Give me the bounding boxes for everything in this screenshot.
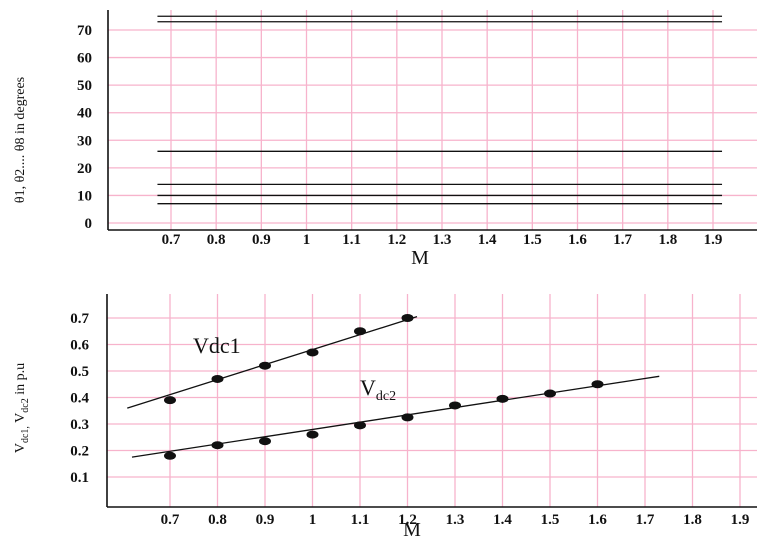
bottom-grid: [107, 294, 757, 507]
x-tick-label: 1.8: [683, 512, 702, 528]
vdc1-annotation: Vdc1: [193, 333, 241, 358]
top-y-axis-label: θ1, θ2.... θ8 in degrees: [13, 77, 28, 203]
x-tick-label: 1.1: [342, 232, 361, 248]
x-tick-label: 0.8: [207, 232, 226, 248]
x-tick-label: 1.1: [351, 512, 370, 528]
x-tick-label: 0.9: [256, 512, 275, 528]
x-tick-label: 1.6: [568, 232, 587, 248]
y-label-unit: in p.u: [13, 363, 28, 398]
x-tick-label: 1.5: [523, 232, 542, 248]
bottom-data-points: [164, 314, 604, 460]
top-axes: [107, 10, 757, 231]
y-tick-label: 20: [77, 161, 92, 177]
bottom-x-axis-label: M: [403, 519, 421, 539]
y-tick-label: 10: [77, 188, 92, 204]
top-y-ticks: 0 10 20 30 40 50 60 70: [77, 23, 92, 232]
x-tick-label: 1: [303, 232, 311, 248]
vdc2-point: [591, 380, 604, 389]
x-tick-label: 1.2: [398, 512, 417, 528]
vdc2-annotation: Vdc2: [360, 375, 396, 404]
vdc1-point: [164, 396, 176, 405]
vdc2-point: [544, 389, 556, 398]
x-tick-label: 1.4: [478, 232, 497, 248]
vdc1-point: [354, 327, 366, 336]
y-tick-label: 70: [77, 23, 92, 39]
x-tick-label: 1.2: [387, 232, 406, 248]
vdc2-annotation-v: V: [360, 375, 376, 400]
y-tick-label: 0.2: [70, 444, 89, 460]
vdc2-point: [354, 421, 366, 430]
top-chart: 0 10 20 30 40 50 60 70 0.7 0.8 0.9 1 1.1 1.2 1.3 1.4 1.…: [13, 10, 757, 269]
y-tick-label: 60: [77, 51, 92, 67]
vdc1-point: [401, 314, 414, 322]
vdc2-annotation-sub: dc2: [376, 389, 396, 404]
bottom-axes: [106, 294, 757, 508]
y-label-v1: V: [13, 443, 28, 453]
x-tick-label: 1: [309, 512, 317, 528]
y-tick-label: 0.5: [70, 364, 89, 380]
vdc1-point: [306, 348, 319, 357]
y-tick-label: 0: [85, 216, 93, 232]
x-tick-label: 1.7: [613, 232, 632, 248]
x-tick-label: 1.8: [658, 232, 677, 248]
y-tick-label: 0.1: [70, 470, 89, 486]
vdc2-point: [259, 437, 271, 446]
bottom-chart: 0.1 0.2 0.3 0.4 0.5 0.6 0.7 0.7 0.8 0.9 1 1.1 1.2 1.…: [13, 294, 757, 539]
x-tick-label: 0.9: [252, 232, 271, 248]
vdc1-point: [259, 361, 271, 370]
bottom-x-ticks: 0.7 0.8 0.9 1 1.1 1.2 1.3 1.4 1.5 1.6 1.7 1.8 1.9: [161, 512, 750, 528]
y-tick-label: 40: [77, 106, 92, 122]
x-tick-label: 1.3: [433, 232, 452, 248]
y-label-v2: V: [13, 413, 28, 426]
bottom-y-ticks: 0.1 0.2 0.3 0.4 0.5 0.6 0.7: [70, 311, 89, 486]
bottom-y-axis-label: Vdc1, Vdc2 in p.u: [13, 363, 31, 453]
top-x-ticks: 0.7 0.8 0.9 1 1.1 1.2 1.3 1.4 1.5 1.6 1.7 1.8 1.9: [162, 232, 723, 248]
top-series: [157, 15, 723, 205]
vdc1-fit-line: [127, 316, 418, 409]
vdc2-point: [496, 394, 509, 403]
vdc2-point: [164, 451, 176, 460]
x-tick-label: 1.9: [704, 232, 723, 248]
y-label-sub2: dc2: [20, 398, 31, 412]
y-tick-label: 0.3: [70, 417, 89, 433]
vdc2-point: [401, 413, 414, 422]
vdc2-point: [449, 401, 461, 410]
vdc2-point: [306, 430, 319, 439]
y-tick-label: 50: [77, 78, 92, 94]
x-tick-label: 1.5: [541, 512, 560, 528]
y-label-sub1: dc1,: [20, 426, 31, 443]
x-tick-label: 1.4: [493, 512, 512, 528]
top-grid: [108, 10, 757, 230]
vdc2-point: [211, 441, 224, 450]
y-tick-label: 0.7: [70, 311, 89, 327]
vdc1-point: [211, 374, 224, 383]
x-tick-label: 1.7: [636, 512, 655, 528]
x-tick-label: 1.3: [446, 512, 465, 528]
x-tick-label: 1.9: [731, 512, 750, 528]
y-tick-label: 30: [77, 133, 92, 149]
top-x-axis-label: M: [411, 247, 429, 269]
x-tick-label: 0.7: [162, 232, 181, 248]
x-tick-label: 0.8: [208, 512, 227, 528]
y-tick-label: 0.4: [70, 391, 89, 407]
x-tick-label: 0.7: [161, 512, 180, 528]
x-tick-label: 1.6: [588, 512, 607, 528]
y-tick-label: 0.6: [70, 338, 89, 354]
